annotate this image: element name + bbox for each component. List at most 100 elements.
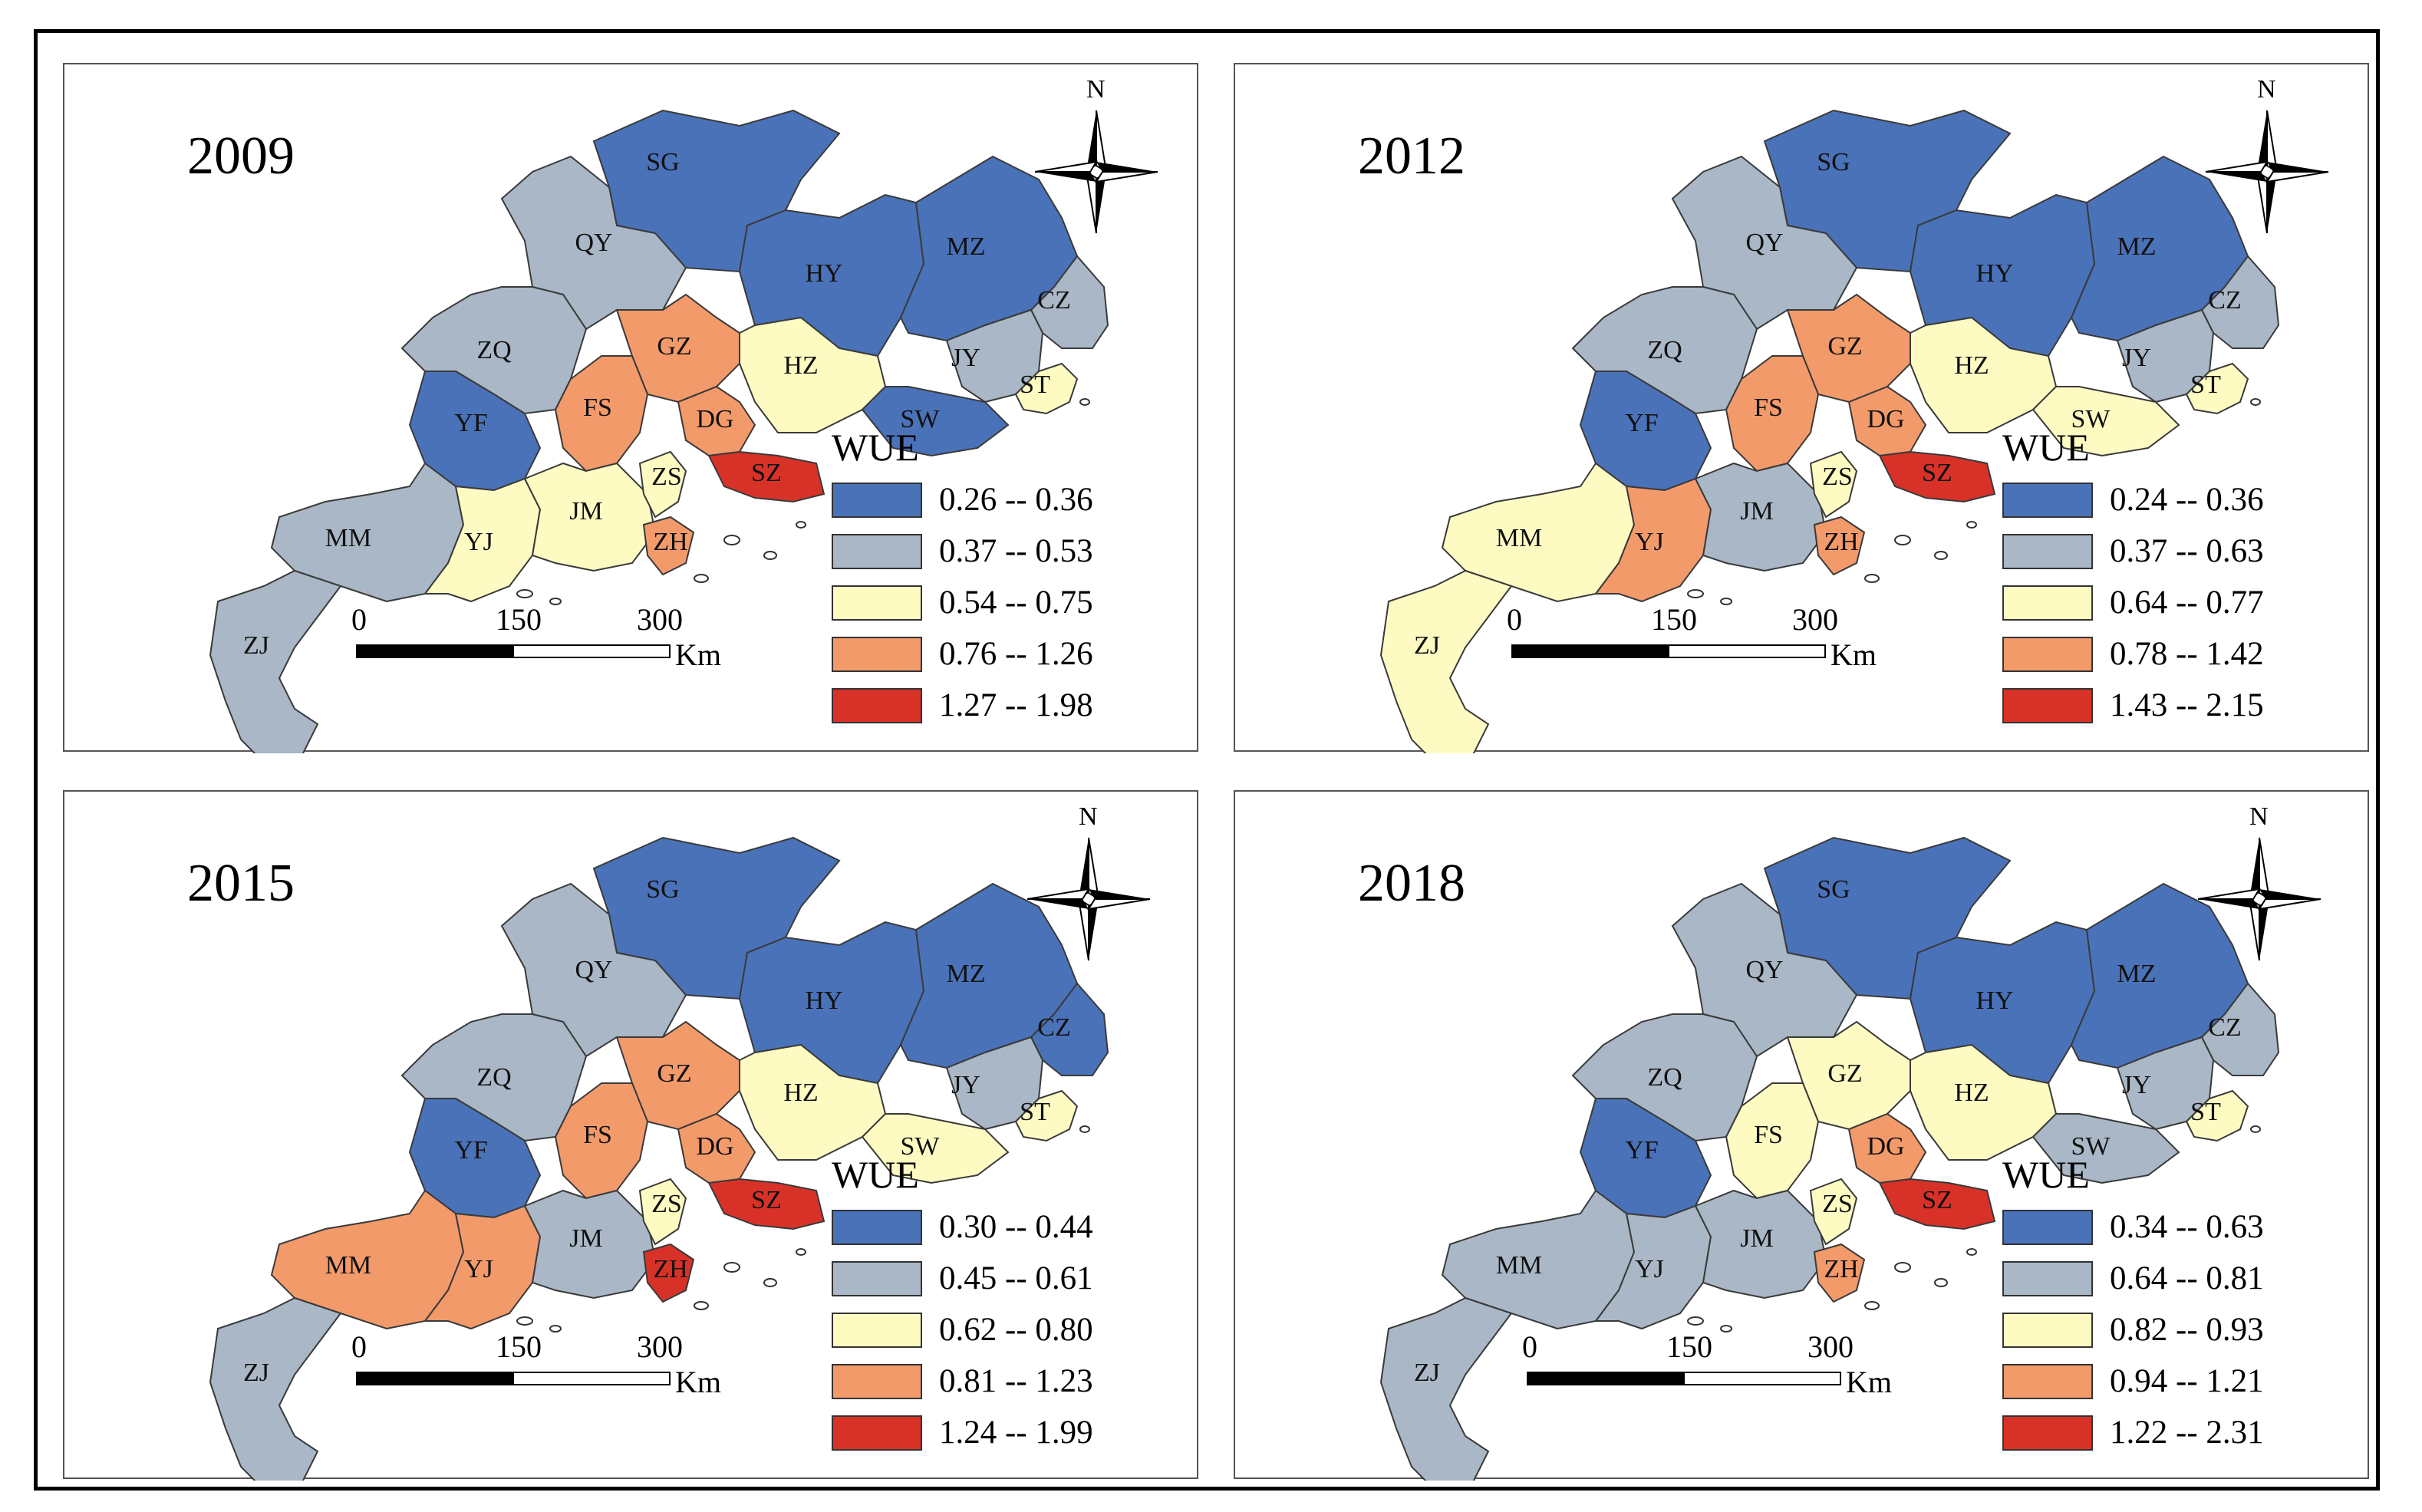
region-sw bbox=[2032, 386, 2180, 457]
north-label: N bbox=[1086, 75, 1106, 104]
legend-item: 0.54 -- 0.75 bbox=[832, 577, 1154, 628]
legend-item: 0.82 -- 0.93 bbox=[2002, 1304, 2325, 1356]
legend-swatch bbox=[832, 636, 922, 672]
legend-item: 0.34 -- 0.63 bbox=[2002, 1201, 2325, 1253]
region-fs bbox=[1725, 1082, 1820, 1200]
region-sw bbox=[2032, 1113, 2180, 1184]
region-label-sg: SG bbox=[646, 875, 679, 904]
scale-segment-filled bbox=[356, 644, 514, 658]
region-cz bbox=[1030, 255, 1109, 349]
scale-segment-filled bbox=[356, 1372, 514, 1385]
region-label-jm: JM bbox=[1740, 1224, 1773, 1253]
legend-swatch bbox=[2002, 585, 2093, 621]
legend-range: 0.82 -- 0.93 bbox=[2110, 1312, 2264, 1348]
legend-swatch bbox=[832, 482, 922, 518]
island-shape bbox=[796, 1248, 806, 1256]
scale-segment-empty bbox=[512, 644, 671, 658]
scale-tick-label: 150 bbox=[496, 602, 542, 637]
legend-item: 0.62 -- 0.80 bbox=[832, 1304, 1154, 1356]
island-shape bbox=[1934, 1278, 1948, 1287]
scale-tick-label: 0 bbox=[351, 1329, 367, 1364]
region-zj bbox=[209, 1296, 342, 1481]
island-shape bbox=[763, 1278, 777, 1287]
island-shape bbox=[1720, 1325, 1732, 1332]
region-st bbox=[2185, 362, 2249, 415]
legend-range: 1.27 -- 1.98 bbox=[939, 687, 1093, 723]
legend-item: 0.37 -- 0.53 bbox=[832, 525, 1154, 577]
legend-range: 1.24 -- 1.99 bbox=[939, 1415, 1093, 1451]
legend-range: 1.43 -- 2.15 bbox=[2110, 687, 2264, 723]
region-zj bbox=[1379, 569, 1513, 753]
map-canvas: SG QY HY MZ CZ ZQ GZ HZ JY ST YF FS DG SW SZ MM YJ JM ZS ZH… bbox=[1379, 109, 2280, 753]
region-label-jm: JM bbox=[1740, 497, 1773, 525]
region-label-sg: SG bbox=[1817, 875, 1850, 904]
region-label-yf: YF bbox=[1625, 409, 1658, 437]
region-label-fs: FS bbox=[583, 394, 612, 422]
legend-range: 0.37 -- 0.63 bbox=[2110, 533, 2264, 569]
map-canvas: SG QY HY MZ CZ ZQ GZ HZ JY ST YF FS DG SW SZ MM YJ JM ZS ZH… bbox=[209, 109, 1109, 753]
legend-item: 1.27 -- 1.98 bbox=[832, 680, 1154, 731]
region-cz bbox=[1030, 982, 1109, 1076]
region-label-yf: YF bbox=[454, 1136, 487, 1164]
island-shape bbox=[1687, 589, 1704, 598]
scale-unit: Km bbox=[1846, 1365, 1892, 1399]
region-label-yj: YJ bbox=[1635, 528, 1664, 556]
scale-segment-filled bbox=[1511, 644, 1669, 658]
region-label-qy: QY bbox=[575, 956, 612, 984]
region-dg bbox=[1847, 385, 1927, 457]
island-shape bbox=[1864, 1301, 1880, 1310]
island-shape bbox=[694, 1301, 709, 1310]
north-label: N bbox=[1079, 802, 1098, 831]
region-label-jm: JM bbox=[569, 1224, 602, 1253]
legend-item: 0.26 -- 0.36 bbox=[832, 474, 1154, 525]
region-label-st: ST bbox=[2190, 1098, 2221, 1126]
island-shape bbox=[1894, 1262, 1911, 1273]
region-label-zj: ZJ bbox=[243, 631, 269, 660]
legend-item: 0.81 -- 1.23 bbox=[832, 1356, 1154, 1407]
region-sz bbox=[1878, 1178, 1996, 1230]
island-shape bbox=[1966, 521, 1977, 529]
island-shape bbox=[516, 589, 533, 598]
island-shape bbox=[694, 574, 709, 583]
region-label-st: ST bbox=[1020, 1098, 1050, 1126]
panel-year-title: 2018 bbox=[1358, 854, 1465, 913]
region-label-fs: FS bbox=[1754, 1121, 1783, 1149]
region-label-yj: YJ bbox=[464, 528, 493, 556]
legend-range: 0.94 -- 1.21 bbox=[2110, 1363, 2264, 1399]
region-label-hy: HY bbox=[805, 259, 842, 288]
region-label-st: ST bbox=[2190, 371, 2221, 399]
north-label: N bbox=[2249, 802, 2269, 831]
map-canvas: SG QY HY MZ CZ ZQ GZ HZ JY ST YF FS DG SW SZ MM YJ JM ZS ZH… bbox=[209, 836, 1109, 1481]
north-arrow-icon: N bbox=[2202, 75, 2332, 249]
region-label-mm: MM bbox=[325, 1251, 371, 1280]
region-label-cz: CZ bbox=[2208, 286, 2241, 315]
scale-tick-label: 300 bbox=[637, 602, 683, 637]
region-sz bbox=[707, 1178, 825, 1230]
legend-range: 1.22 -- 2.31 bbox=[2110, 1415, 2264, 1451]
region-label-sz: SZ bbox=[1922, 459, 1952, 487]
scale-tick-label: 150 bbox=[496, 1329, 542, 1364]
island-shape bbox=[1720, 598, 1732, 605]
region-label-hy: HY bbox=[805, 987, 842, 1015]
region-label-zq: ZQ bbox=[1647, 336, 1682, 364]
north-arrow-icon: N bbox=[1031, 75, 1162, 249]
legend-title: WUE bbox=[2002, 426, 2090, 469]
figure-frame bbox=[34, 29, 2380, 1491]
region-fs bbox=[554, 355, 649, 473]
region-label-jy: JY bbox=[951, 344, 980, 372]
region-zs bbox=[638, 450, 687, 519]
region-sz bbox=[1878, 450, 1996, 503]
region-label-cz: CZ bbox=[1037, 1013, 1070, 1042]
legend-swatch bbox=[2002, 482, 2093, 518]
legend-range: 0.64 -- 0.81 bbox=[2110, 1260, 2264, 1296]
region-zh bbox=[1813, 516, 1866, 576]
region-zs bbox=[1809, 1178, 1858, 1246]
scale-bar: 0 150 300 Km bbox=[1507, 601, 1941, 693]
panel-year-title: 2012 bbox=[1358, 127, 1465, 186]
map-panel-2012: SG QY HY MZ CZ ZQ GZ HZ JY ST YF FS DG SW SZ MM YJ JM ZS ZH… bbox=[1234, 63, 2369, 753]
legend-range: 0.81 -- 1.23 bbox=[939, 1363, 1093, 1399]
legend-range: 0.54 -- 0.75 bbox=[939, 585, 1093, 621]
region-label-zq: ZQ bbox=[476, 1063, 511, 1092]
legend-range: 0.76 -- 1.26 bbox=[939, 636, 1093, 672]
legend-range: 0.24 -- 0.36 bbox=[2110, 482, 2264, 518]
